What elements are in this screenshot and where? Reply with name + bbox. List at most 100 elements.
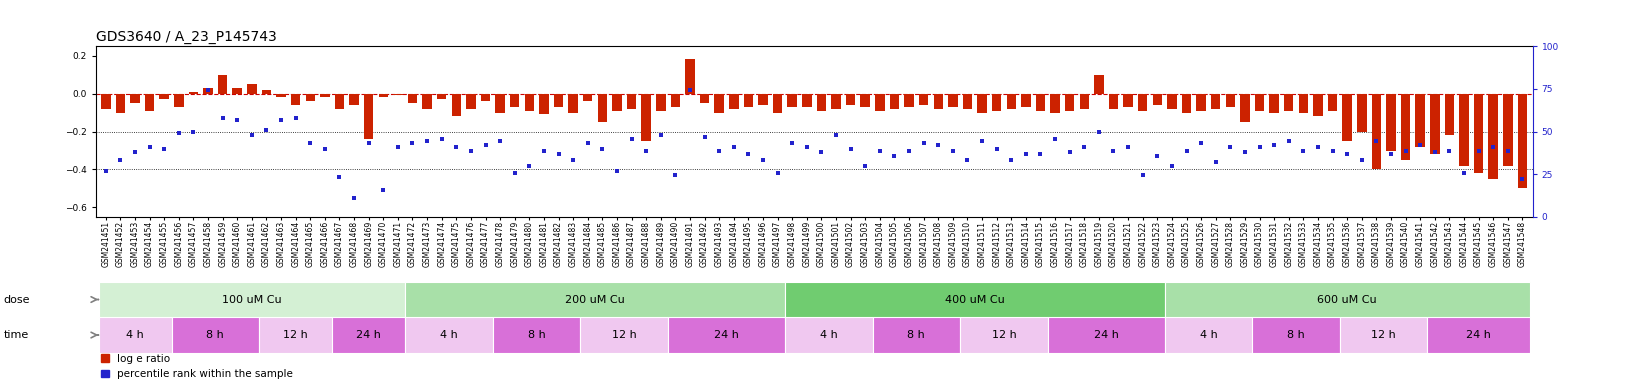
Bar	[1065, 94, 1074, 111]
Bar	[333, 317, 405, 353]
Bar	[788, 94, 798, 107]
Bar	[1094, 74, 1104, 94]
Point	[837, 146, 864, 152]
Bar	[817, 94, 826, 111]
Bar	[1182, 94, 1192, 113]
Bar	[452, 94, 461, 116]
Text: 8 h: 8 h	[527, 330, 545, 340]
Bar	[977, 94, 987, 113]
Bar	[188, 92, 198, 94]
Bar	[933, 94, 943, 109]
Bar	[1416, 94, 1426, 147]
Bar	[99, 282, 405, 317]
Text: 4 h: 4 h	[127, 330, 143, 340]
Bar	[405, 317, 493, 353]
Point	[1305, 144, 1332, 150]
Bar	[1340, 317, 1427, 353]
Point	[794, 144, 821, 150]
Text: 12 h: 12 h	[283, 330, 308, 340]
Bar	[1328, 94, 1337, 111]
Point	[984, 146, 1010, 152]
Text: 12 h: 12 h	[992, 330, 1017, 340]
Bar	[247, 84, 257, 94]
Point	[939, 147, 966, 154]
Bar	[1430, 94, 1440, 154]
Bar	[101, 94, 110, 109]
Point	[137, 144, 163, 150]
Bar	[171, 317, 259, 353]
Bar	[1152, 94, 1162, 105]
Text: 400 uM Cu: 400 uM Cu	[944, 295, 1005, 305]
Point	[648, 132, 674, 138]
Text: 4 h: 4 h	[819, 330, 837, 340]
Bar	[493, 317, 580, 353]
Bar	[554, 94, 564, 107]
Bar	[1518, 94, 1528, 189]
Point	[1056, 149, 1083, 156]
Point	[297, 140, 323, 146]
Text: dose: dose	[3, 295, 30, 305]
Bar	[379, 94, 387, 97]
Bar	[686, 60, 695, 94]
Bar	[1048, 317, 1165, 353]
Bar	[1241, 94, 1249, 122]
Bar	[1007, 94, 1017, 109]
Point	[1086, 128, 1112, 135]
Point	[107, 157, 133, 163]
Text: 12 h: 12 h	[1371, 330, 1396, 340]
Point	[560, 157, 587, 163]
Bar	[145, 94, 155, 111]
Point	[92, 168, 119, 174]
Point	[765, 170, 791, 176]
Bar	[1252, 317, 1340, 353]
Point	[531, 147, 557, 154]
Point	[1320, 147, 1346, 154]
Point	[545, 151, 572, 157]
Bar	[1226, 94, 1234, 107]
Point	[209, 115, 236, 121]
Bar	[320, 94, 330, 97]
Point	[1422, 149, 1449, 156]
Bar	[466, 94, 476, 109]
Point	[750, 157, 776, 163]
Bar	[364, 94, 374, 139]
Point	[1231, 149, 1257, 156]
Bar	[1050, 94, 1060, 113]
Bar	[641, 94, 651, 141]
Point	[662, 172, 689, 178]
Bar	[1269, 94, 1279, 113]
Text: 8 h: 8 h	[1287, 330, 1305, 340]
Bar	[1139, 94, 1147, 111]
Point	[311, 146, 338, 152]
Point	[341, 195, 368, 201]
Bar	[99, 317, 171, 353]
Point	[1378, 151, 1404, 157]
Point	[1188, 140, 1215, 146]
Bar	[1124, 94, 1132, 107]
Point	[1407, 142, 1434, 148]
Bar	[758, 94, 768, 105]
Bar	[920, 94, 928, 105]
Point	[1012, 151, 1038, 157]
Point	[1173, 147, 1200, 154]
Point	[882, 153, 908, 159]
Bar	[407, 94, 417, 103]
Text: 100 uM Cu: 100 uM Cu	[222, 295, 282, 305]
Bar	[1035, 94, 1045, 111]
Point	[1465, 147, 1491, 154]
Point	[1333, 151, 1360, 157]
Bar	[784, 282, 1165, 317]
Bar	[305, 94, 315, 101]
Text: 24 h: 24 h	[1094, 330, 1119, 340]
Point	[575, 140, 602, 146]
Point	[780, 140, 806, 146]
Bar	[1284, 94, 1294, 111]
Text: 4 h: 4 h	[440, 330, 458, 340]
Point	[254, 127, 280, 133]
Point	[473, 142, 499, 148]
Point	[326, 174, 353, 180]
Bar	[1445, 94, 1454, 135]
Bar	[1165, 317, 1252, 353]
Bar	[845, 94, 855, 105]
Bar	[773, 94, 783, 113]
